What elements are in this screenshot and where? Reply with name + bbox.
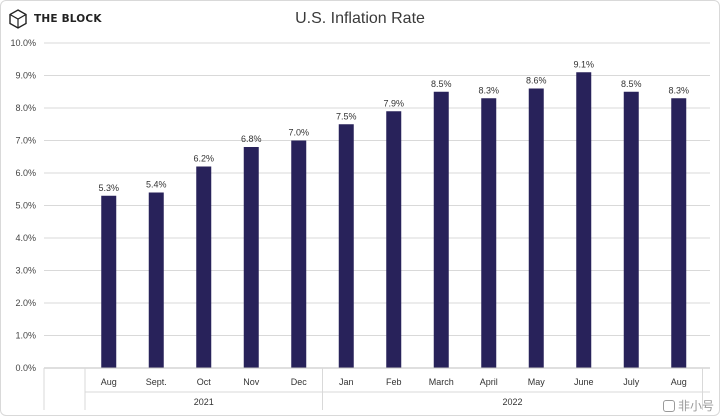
bar [148,192,164,368]
x-tick-label: Jan [339,377,354,387]
chart-title: U.S. Inflation Rate [295,10,425,27]
group-label: 2022 [502,397,522,407]
x-tick-label: Dec [291,377,308,387]
watermark: 非小号 [662,397,714,414]
data-label: 7.0% [288,128,309,138]
data-label: 8.5% [431,79,452,89]
x-tick-label: May [528,377,546,387]
data-label: 6.2% [193,154,214,164]
y-tick-label: 5.0% [15,201,36,211]
bar [386,111,402,368]
brand-logo: THE BLOCK [8,9,102,29]
data-label: 5.3% [98,183,119,193]
x-tick-label: April [480,377,498,387]
bar [338,124,354,368]
data-label: 6.8% [241,134,262,144]
y-tick-label: 8.0% [15,103,36,113]
data-label: 9.1% [573,59,594,69]
x-tick-label: Sept. [146,377,167,387]
bar [528,88,544,368]
y-tick-label: 7.0% [15,136,36,146]
data-label: 8.3% [668,85,689,95]
watermark-text: 非小号 [677,399,714,413]
data-label: 8.6% [526,76,547,86]
data-label: 7.9% [383,98,404,108]
bar [576,72,592,368]
y-tick-label: 1.0% [15,331,36,341]
bar [623,91,639,368]
data-label: 7.5% [336,111,357,121]
y-tick-label: 6.0% [15,168,36,178]
x-tick-label: Feb [386,377,402,387]
x-tick-label: Aug [101,377,117,387]
y-tick-label: 0.0% [15,363,36,373]
data-label: 8.3% [478,85,499,95]
data-label: 5.4% [146,180,167,190]
y-tick-label: 9.0% [15,71,36,81]
x-tick-label: Aug [671,377,687,387]
x-tick-label: June [574,377,594,387]
data-label: 8.5% [621,79,642,89]
watermark-icon [662,399,675,412]
bar [671,98,687,368]
bar [101,195,117,368]
x-tick-label: Oct [197,377,212,387]
brand-name: THE BLOCK [34,13,102,25]
cube-logo-icon [9,9,27,29]
x-tick-label: March [429,377,454,387]
y-tick-label: 10.0% [10,38,36,48]
y-tick-label: 2.0% [15,298,36,308]
bar [243,147,259,368]
bar [433,91,449,368]
bar [196,166,212,368]
y-tick-label: 4.0% [15,233,36,243]
x-tick-label: Nov [243,377,260,387]
x-tick-label: July [623,377,640,387]
bar [291,140,307,368]
bar [481,98,497,368]
group-label: 2021 [194,397,214,407]
y-tick-label: 3.0% [15,266,36,276]
